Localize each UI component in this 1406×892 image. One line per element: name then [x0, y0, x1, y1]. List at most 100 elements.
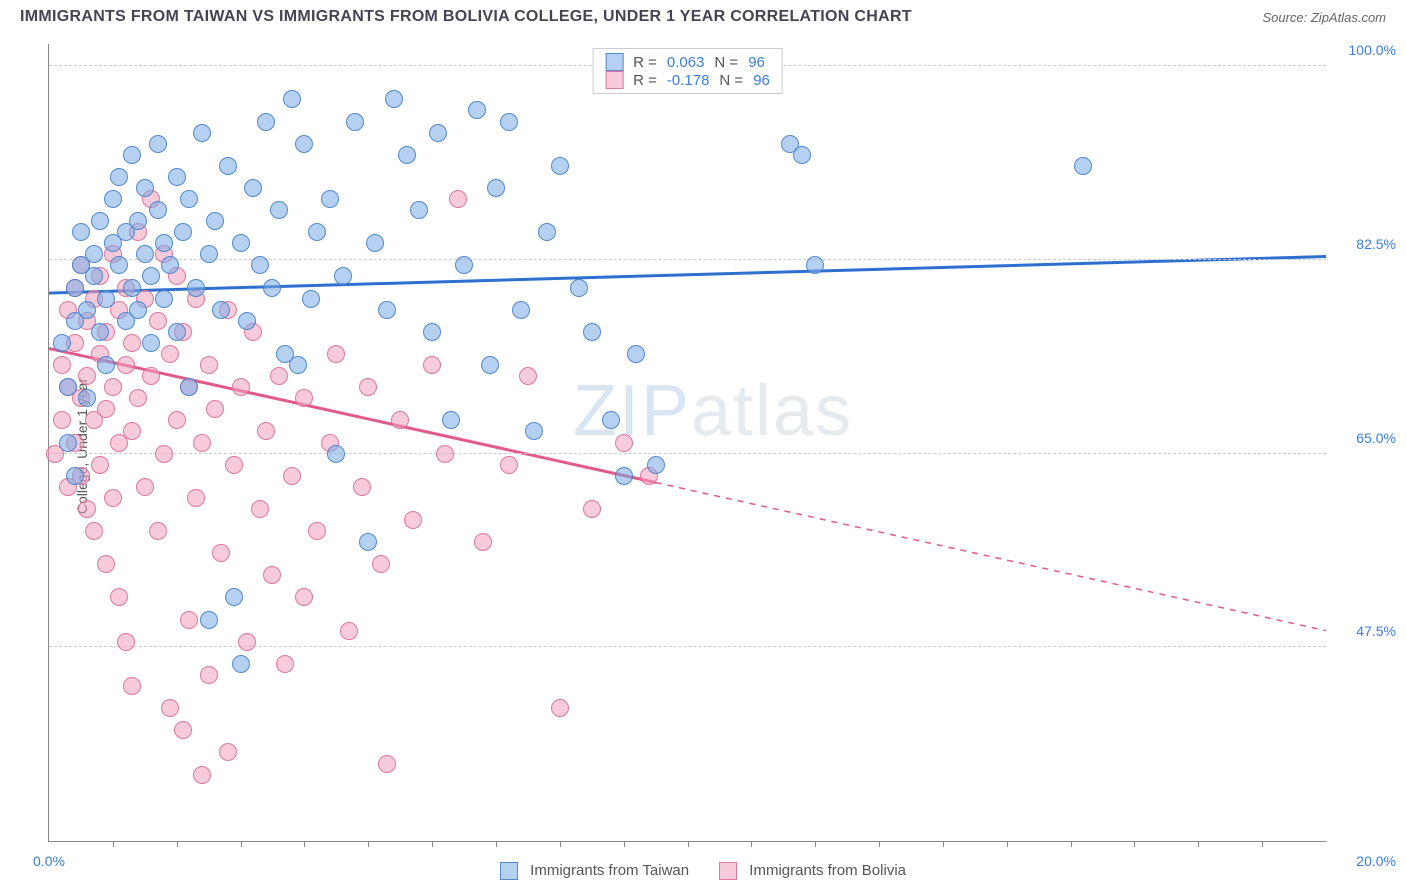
data-point-bolivia — [53, 356, 71, 374]
data-point-bolivia — [193, 434, 211, 452]
data-point-taiwan — [123, 146, 141, 164]
r-label: R = — [633, 72, 657, 89]
data-point-bolivia — [200, 356, 218, 374]
x-minor-tick — [815, 841, 816, 847]
data-point-taiwan — [602, 411, 620, 429]
data-point-taiwan — [129, 212, 147, 230]
data-point-taiwan — [270, 201, 288, 219]
data-point-bolivia — [161, 345, 179, 363]
n-value: 96 — [748, 54, 765, 71]
x-minor-tick — [751, 841, 752, 847]
y-tick-label: 47.5% — [1336, 623, 1396, 639]
data-point-taiwan — [155, 234, 173, 252]
x-minor-tick — [943, 841, 944, 847]
legend-label: Immigrants from Taiwan — [530, 862, 689, 879]
data-point-taiwan — [257, 113, 275, 131]
data-point-taiwan — [283, 90, 301, 108]
data-point-bolivia — [123, 334, 141, 352]
data-point-bolivia — [615, 434, 633, 452]
data-point-bolivia — [85, 522, 103, 540]
data-point-taiwan — [468, 101, 486, 119]
data-point-bolivia — [110, 588, 128, 606]
data-point-taiwan — [85, 245, 103, 263]
data-point-taiwan — [366, 234, 384, 252]
x-minor-tick — [177, 841, 178, 847]
data-point-taiwan — [193, 124, 211, 142]
data-point-taiwan — [136, 245, 154, 263]
data-point-bolivia — [91, 456, 109, 474]
trend-line-solid — [49, 348, 656, 482]
data-point-bolivia — [149, 312, 167, 330]
trend-line-dashed — [656, 482, 1326, 630]
data-point-bolivia — [251, 500, 269, 518]
data-point-taiwan — [308, 223, 326, 241]
data-point-bolivia — [551, 699, 569, 717]
data-point-bolivia — [155, 445, 173, 463]
gridline — [49, 453, 1326, 454]
data-point-taiwan — [97, 290, 115, 308]
data-point-taiwan — [321, 190, 339, 208]
data-point-taiwan — [806, 256, 824, 274]
data-point-bolivia — [308, 522, 326, 540]
data-point-taiwan — [66, 279, 84, 297]
data-point-taiwan — [180, 190, 198, 208]
data-point-taiwan — [142, 334, 160, 352]
swatch-blue-icon — [605, 53, 623, 71]
data-point-bolivia — [117, 633, 135, 651]
data-point-taiwan — [85, 267, 103, 285]
data-point-bolivia — [161, 699, 179, 717]
data-point-taiwan — [570, 279, 588, 297]
data-point-taiwan — [168, 168, 186, 186]
data-point-bolivia — [500, 456, 518, 474]
data-point-taiwan — [500, 113, 518, 131]
x-minor-tick — [304, 841, 305, 847]
data-point-bolivia — [53, 411, 71, 429]
data-point-bolivia — [149, 522, 167, 540]
data-point-bolivia — [219, 743, 237, 761]
data-point-taiwan — [110, 168, 128, 186]
data-point-taiwan — [647, 456, 665, 474]
x-minor-tick — [432, 841, 433, 847]
r-label: R = — [633, 54, 657, 71]
data-point-taiwan — [174, 223, 192, 241]
data-point-taiwan — [232, 234, 250, 252]
data-point-taiwan — [97, 356, 115, 374]
data-point-bolivia — [372, 555, 390, 573]
data-point-taiwan — [59, 378, 77, 396]
legend-stats: R = 0.063 N = 96 R = -0.178 N = 96 — [592, 48, 783, 94]
data-point-bolivia — [295, 588, 313, 606]
data-point-taiwan — [168, 323, 186, 341]
data-point-bolivia — [583, 500, 601, 518]
y-tick-label: 82.5% — [1336, 236, 1396, 252]
data-point-taiwan — [487, 179, 505, 197]
data-point-taiwan — [1074, 157, 1092, 175]
data-point-taiwan — [295, 135, 313, 153]
x-tick-label: 20.0% — [1336, 853, 1396, 869]
data-point-taiwan — [91, 323, 109, 341]
data-point-taiwan — [538, 223, 556, 241]
trend-lines — [49, 44, 1326, 841]
data-point-taiwan — [91, 212, 109, 230]
y-tick-label: 65.0% — [1336, 430, 1396, 446]
data-point-bolivia — [449, 190, 467, 208]
data-point-bolivia — [340, 622, 358, 640]
data-point-taiwan — [219, 157, 237, 175]
data-point-taiwan — [378, 301, 396, 319]
data-point-taiwan — [110, 256, 128, 274]
data-point-taiwan — [232, 655, 250, 673]
legend-row-taiwan: R = 0.063 N = 96 — [605, 53, 770, 71]
data-point-taiwan — [149, 201, 167, 219]
legend-item-taiwan: Immigrants from Taiwan — [500, 862, 689, 880]
swatch-blue-icon — [500, 862, 518, 880]
data-point-bolivia — [263, 566, 281, 584]
data-point-taiwan — [206, 212, 224, 230]
data-point-taiwan — [78, 301, 96, 319]
y-tick-label: 100.0% — [1336, 42, 1396, 58]
data-point-taiwan — [263, 279, 281, 297]
data-point-taiwan — [442, 411, 460, 429]
data-point-taiwan — [142, 267, 160, 285]
data-point-taiwan — [429, 124, 447, 142]
data-point-taiwan — [78, 389, 96, 407]
data-point-bolivia — [142, 367, 160, 385]
data-point-taiwan — [66, 467, 84, 485]
